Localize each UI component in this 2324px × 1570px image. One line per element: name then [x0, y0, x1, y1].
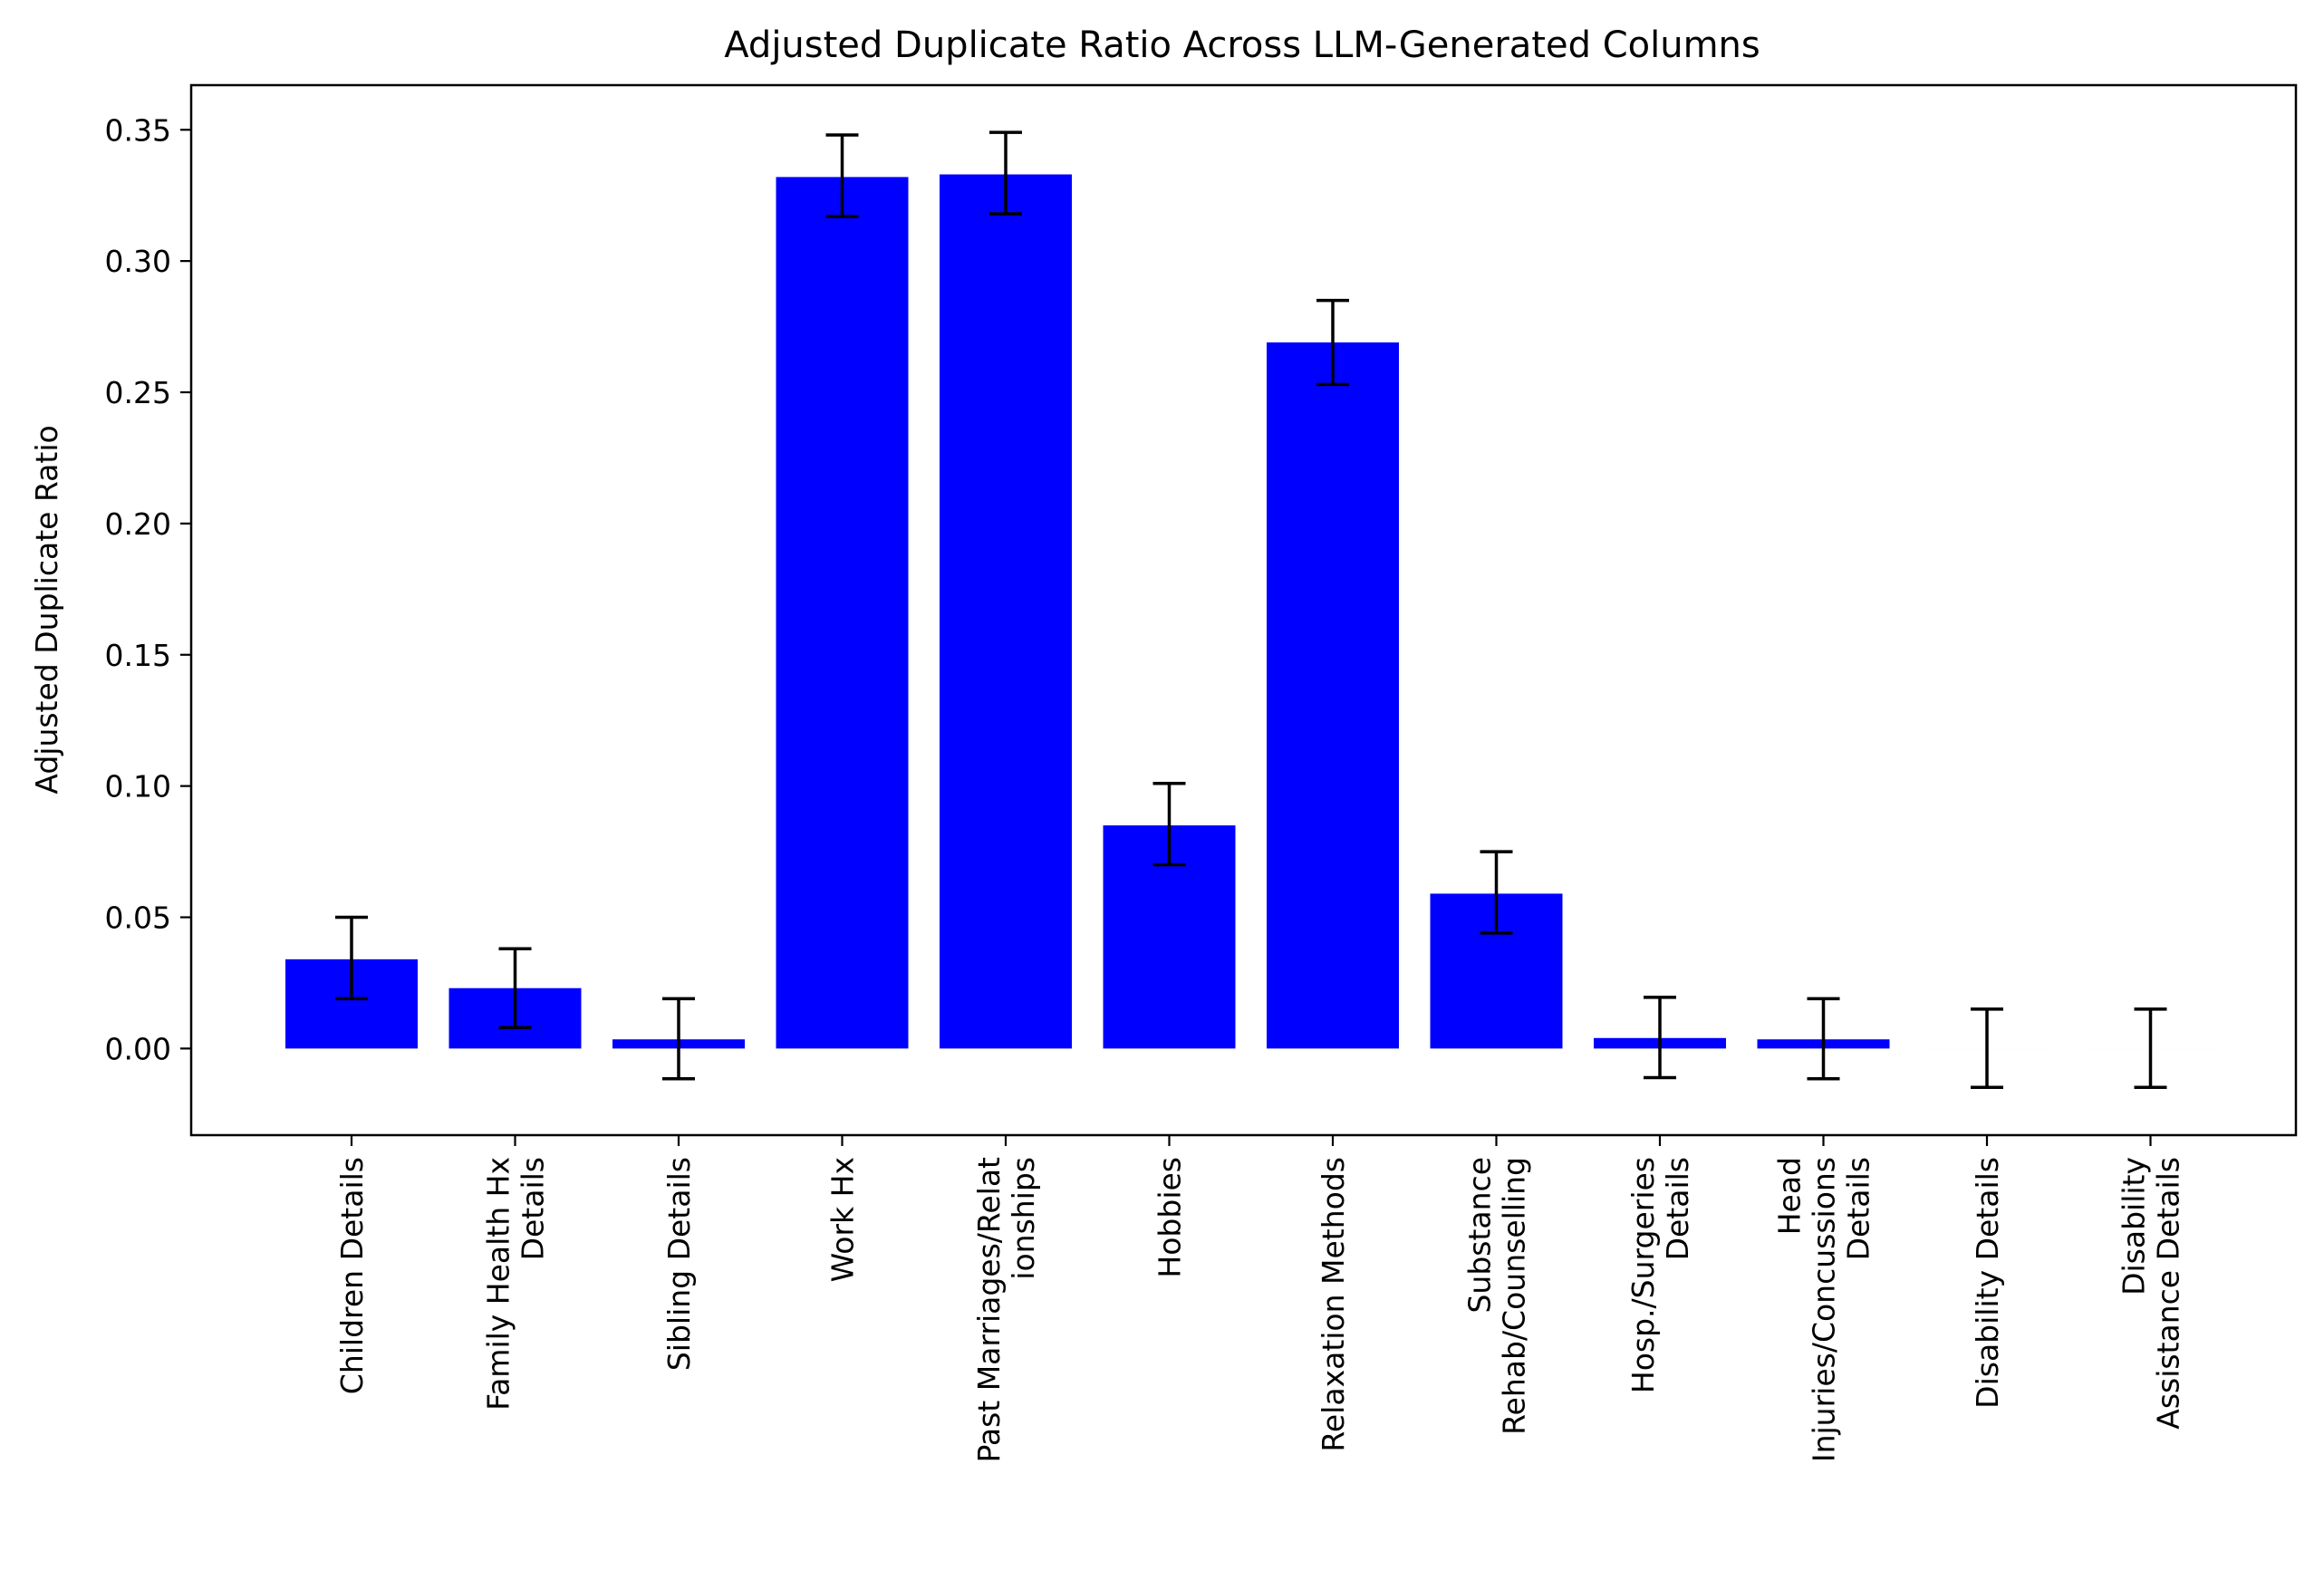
bar-6 [1267, 342, 1399, 1049]
x-tick-label-11: DisabilityAssistance Details [2117, 1157, 2186, 1430]
x-tick-label-3: Work Hx [825, 1157, 861, 1282]
x-tick-label-10: Disability Details [1970, 1157, 2005, 1409]
y-tick-label-3: 0.15 [105, 638, 171, 673]
y-tick-label-2: 0.10 [105, 769, 171, 804]
y-tick-label-7: 0.35 [105, 112, 171, 148]
x-tick-label-2: Sibling Details [661, 1157, 697, 1371]
x-tick-label-4: Past Marriages/Relationships [971, 1157, 1041, 1463]
chart-title: Adjusted Duplicate Ratio Across LLM-Gene… [724, 24, 1760, 66]
y-axis-label: Adjusted Duplicate Ratio [29, 425, 64, 794]
y-tick-label-1: 0.05 [105, 901, 171, 936]
bar-3 [776, 177, 909, 1049]
y-tick-label-6: 0.30 [105, 244, 171, 279]
x-tick-label-8: Hosp./SurgeriesDetails [1625, 1157, 1695, 1393]
y-ticks-layer: 0.00 0.05 0.10 0.15 0.20 0.25 0.30 0.35 [105, 112, 191, 1066]
y-tick-label-0: 0.00 [105, 1031, 171, 1066]
x-tick-label-1: Family Health HxDetails [481, 1157, 551, 1411]
x-tick-label-7: SubstanceRehab/Counselling [1462, 1157, 1532, 1435]
x-tick-label-0: Children Details [334, 1157, 370, 1394]
bar-4 [940, 174, 1072, 1049]
bars-layer [285, 174, 2217, 1049]
error-bars-layer [335, 130, 2167, 1090]
y-tick-label-4: 0.20 [105, 506, 171, 542]
x-tick-label-6: Relaxation Methods [1316, 1157, 1351, 1452]
x-tick-label-5: Hobbies [1152, 1157, 1188, 1278]
y-tick-label-5: 0.25 [105, 375, 171, 410]
x-ticks-layer: Children Details Family Health HxDetails S… [334, 1135, 2186, 1463]
x-tick-label-9: HeadInjuries/ConcussionsDetails [1772, 1157, 1876, 1462]
plot-frame [189, 83, 2298, 1137]
